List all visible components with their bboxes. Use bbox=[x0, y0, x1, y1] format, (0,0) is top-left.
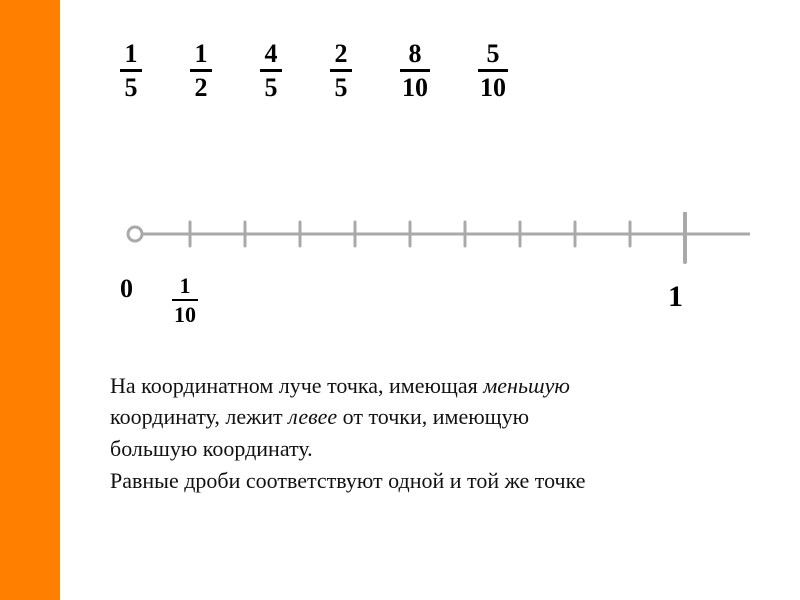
fraction-denominator: 2 bbox=[193, 74, 210, 101]
fraction-bar bbox=[190, 69, 212, 72]
fraction-numerator: 4 bbox=[263, 40, 280, 67]
text-span: большую координату. bbox=[110, 436, 313, 461]
fraction-denominator: 5 bbox=[123, 74, 140, 101]
text-em: левее bbox=[288, 404, 337, 429]
number-line-labels: 0 1 10 1 bbox=[110, 274, 750, 344]
fraction-denominator: 10 bbox=[400, 74, 430, 101]
fraction-item: 1 5 bbox=[120, 40, 142, 102]
label-one: 1 bbox=[668, 280, 683, 314]
fraction-bar bbox=[400, 69, 430, 72]
fraction-numerator: 1 bbox=[193, 40, 210, 67]
fraction-numerator: 1 bbox=[178, 274, 193, 297]
fraction-item: 2 5 bbox=[330, 40, 352, 102]
fraction-denominator: 5 bbox=[333, 74, 350, 101]
fraction-bar bbox=[120, 69, 142, 72]
text-span: координату, лежит bbox=[110, 404, 288, 429]
fraction-numerator: 2 bbox=[333, 40, 350, 67]
text-span: На координатном луче точка, имеющая bbox=[110, 373, 483, 398]
label-first-tick: 1 10 bbox=[172, 274, 198, 327]
fraction-denominator: 5 bbox=[263, 74, 280, 101]
fractions-row: 1 5 1 2 4 5 2 5 8 10 5 10 bbox=[120, 40, 760, 102]
explanation-text: На координатном луче точка, имеющая мень… bbox=[110, 370, 760, 498]
fraction-bar bbox=[172, 299, 198, 302]
label-zero: 0 bbox=[120, 274, 133, 304]
fraction-numerator: 1 bbox=[123, 40, 140, 67]
fraction-item: 8 10 bbox=[400, 40, 430, 102]
fraction-bar bbox=[330, 69, 352, 72]
fraction-numerator: 5 bbox=[485, 40, 502, 67]
fraction-bar bbox=[478, 69, 508, 72]
fraction-numerator: 8 bbox=[407, 40, 424, 67]
fraction-item: 1 10 bbox=[172, 274, 198, 327]
fraction-denominator: 10 bbox=[478, 74, 508, 101]
text-span: Равные дроби соответствуют одной и той ж… bbox=[110, 468, 586, 493]
text-span: от точки, имеющую bbox=[337, 404, 529, 429]
text-em: меньшую bbox=[483, 373, 570, 398]
fraction-item: 5 10 bbox=[478, 40, 508, 102]
fraction-denominator: 10 bbox=[172, 303, 198, 326]
fraction-item: 4 5 bbox=[260, 40, 282, 102]
orange-sidebar bbox=[0, 0, 60, 600]
fraction-item: 1 2 bbox=[190, 40, 212, 102]
fraction-bar bbox=[260, 69, 282, 72]
slide-content: 1 5 1 2 4 5 2 5 8 10 5 10 bbox=[60, 0, 800, 600]
number-line: 0 1 10 1 bbox=[110, 212, 760, 352]
